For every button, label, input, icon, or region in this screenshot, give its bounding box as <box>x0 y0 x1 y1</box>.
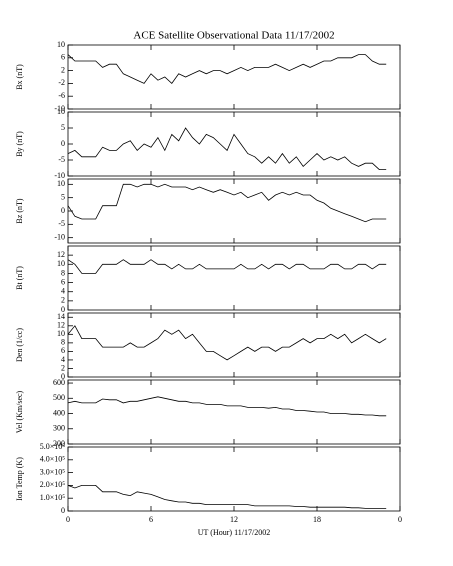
y-axis-label: Ion Temp (K) <box>15 457 24 501</box>
x-tick-label: 6 <box>149 515 153 524</box>
y-tick-label: 4 <box>61 355 65 364</box>
x-axis-label: UT (Hour) 11/17/2002 <box>198 528 270 537</box>
y-tick-label: 2 <box>61 296 65 305</box>
data-line <box>67 259 387 274</box>
y-tick-label: 3.0×10⁵ <box>40 467 66 476</box>
data-line <box>67 127 387 170</box>
y-tick-label: 200 <box>53 439 65 448</box>
data-line <box>67 183 387 223</box>
y-tick-label: -2 <box>58 78 65 87</box>
y-axis-label: Vel (Km/sec) <box>15 390 24 433</box>
panel-frame <box>67 44 401 110</box>
y-tick-label: 8 <box>61 338 65 347</box>
panel-frame <box>67 178 401 244</box>
panel-frame <box>67 312 401 378</box>
y-tick-label: 2 <box>61 65 65 74</box>
y-tick-label: -10 <box>54 232 65 241</box>
y-tick-label: 14 <box>57 312 65 321</box>
y-tick-label: 1.0×10⁵ <box>40 493 66 502</box>
data-line <box>67 396 387 417</box>
panel-frame <box>67 245 401 311</box>
y-axis-label: Den (1/cc) <box>15 328 24 362</box>
y-tick-label: 12 <box>57 250 65 259</box>
y-tick-label: 10 <box>57 40 65 49</box>
y-tick-label: 500 <box>53 393 65 402</box>
y-tick-label: -5 <box>58 219 65 228</box>
panel-frame <box>67 379 401 445</box>
y-tick-label: 10 <box>57 329 65 338</box>
y-tick-label: 600 <box>53 378 65 387</box>
y-tick-label: 4 <box>61 287 65 296</box>
y-tick-label: 5.0×10⁵ <box>40 442 66 451</box>
data-line <box>67 54 387 84</box>
panel-frame <box>67 446 401 512</box>
y-tick-label: -10 <box>54 104 65 113</box>
y-tick-label: 2 <box>61 363 65 372</box>
x-tick-label: 0 <box>66 515 70 524</box>
y-tick-label: 6 <box>61 53 65 62</box>
y-tick-label: 10 <box>57 107 65 116</box>
data-line <box>67 325 387 361</box>
y-tick-label: 0 <box>61 372 65 381</box>
y-tick-label: 10 <box>57 259 65 268</box>
y-axis-label: Bx (nT) <box>15 64 24 90</box>
y-tick-label: 10 <box>57 179 65 188</box>
y-axis-label: Bt (nT) <box>15 266 24 290</box>
y-tick-label: 6 <box>61 346 65 355</box>
y-tick-label: 8 <box>61 268 65 277</box>
data-line <box>67 485 387 509</box>
y-axis-label: Bz (nT) <box>15 198 24 223</box>
y-tick-label: -6 <box>58 91 65 100</box>
x-tick-label: 12 <box>230 515 238 524</box>
y-tick-label: 4.0×10⁵ <box>40 455 66 464</box>
y-tick-label: 300 <box>53 424 65 433</box>
x-tick-label: 0 <box>398 515 402 524</box>
x-tick-label: 18 <box>313 515 321 524</box>
y-tick-label: 5 <box>61 123 65 132</box>
y-tick-label: 5 <box>61 192 65 201</box>
y-tick-label: 0 <box>61 139 65 148</box>
chart-title: ACE Satellite Observational Data 11/17/2… <box>133 30 334 42</box>
y-tick-label: -5 <box>58 155 65 164</box>
y-tick-label: 12 <box>57 321 65 330</box>
y-tick-label: 0 <box>61 305 65 314</box>
panel-frame <box>67 111 401 177</box>
y-tick-label: -10 <box>54 171 65 180</box>
y-axis-label: By (nT) <box>15 131 24 157</box>
y-tick-label: 400 <box>53 408 65 417</box>
y-tick-label: 0 <box>61 506 65 515</box>
y-tick-label: 0 <box>61 206 65 215</box>
y-tick-label: 2.0×10⁵ <box>40 480 66 489</box>
y-tick-label: 6 <box>61 277 65 286</box>
